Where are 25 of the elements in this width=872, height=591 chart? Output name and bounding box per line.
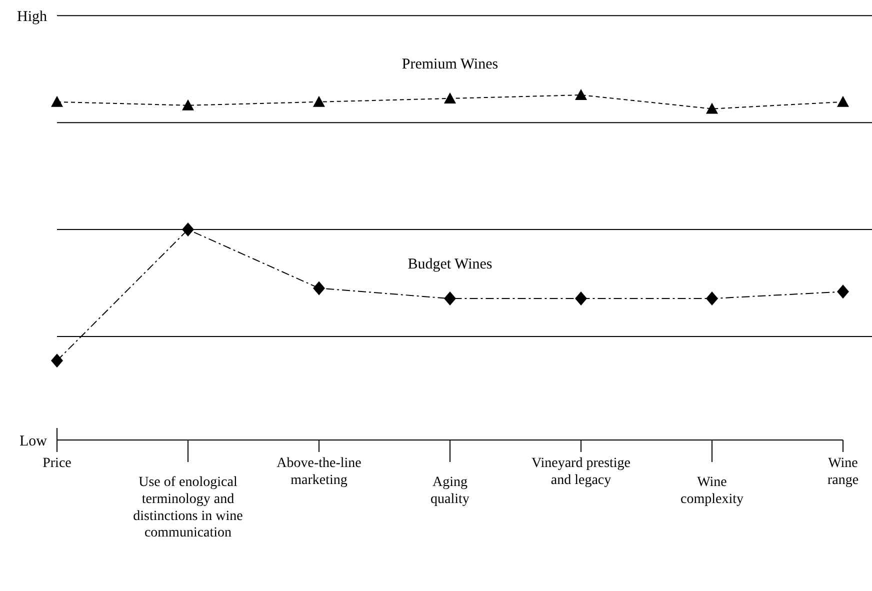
ref-line-label: High: [17, 8, 48, 25]
point: [837, 96, 849, 107]
x-tick-label: Use of enological terminology and distinctions in wine communication: [133, 475, 243, 541]
point: [575, 292, 587, 306]
point: [51, 96, 63, 107]
point: [313, 281, 325, 296]
text: Low: [20, 433, 48, 450]
point: [444, 292, 456, 306]
point: [313, 96, 325, 107]
point: [706, 102, 718, 114]
x-tick-label: Vineyard prestige and legacy: [531, 456, 631, 488]
series-label: Premium Wines: [402, 56, 498, 72]
x-tick-label: Wine complexity: [680, 475, 744, 507]
point: [837, 284, 849, 299]
x-tick-label: Above-the-line marketing: [276, 456, 362, 488]
point: [182, 99, 194, 110]
point: [51, 354, 63, 368]
point: [444, 92, 456, 104]
x-tick-label: Wine range: [827, 456, 859, 488]
x-tick-label: Price: [42, 456, 72, 472]
series-label: Budget Wines: [408, 256, 492, 273]
point: [182, 222, 194, 237]
x-tick-label: Aging quality: [430, 475, 470, 507]
point: [575, 89, 587, 100]
point: [706, 292, 718, 306]
